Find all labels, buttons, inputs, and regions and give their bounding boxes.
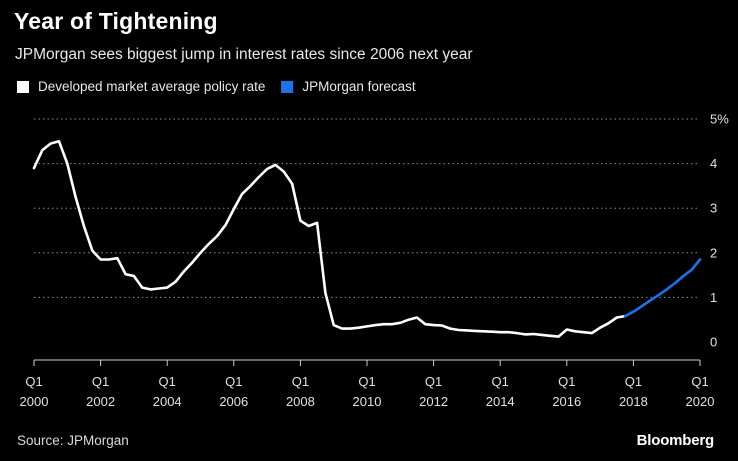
legend-label-forecast: JPMorgan forecast [302, 79, 416, 94]
series-lines [32, 140, 702, 338]
gridlines [34, 118, 700, 298]
x-tick-year-2018: 2018 [619, 394, 648, 409]
chart-title: Year of Tightening [14, 8, 218, 34]
x-tick-year-2004: 2004 [153, 394, 182, 409]
y-tick-label-0: 0 [710, 335, 717, 350]
x-tick-year-2006: 2006 [219, 394, 248, 409]
x-tick-quarter-2012: Q1 [425, 374, 442, 389]
y-tick-label-2: 2 [710, 245, 717, 260]
x-tick-quarter-2020: Q1 [691, 374, 708, 389]
x-tick-quarter-2010: Q1 [358, 374, 375, 389]
x-tick-year-2012: 2012 [419, 394, 448, 409]
legend-item-forecast: JPMorgan forecast [281, 79, 416, 94]
legend-item-actual: Developed market average policy rate [17, 79, 265, 94]
x-tick-year-2010: 2010 [353, 394, 382, 409]
x-tick-quarter-2006: Q1 [225, 374, 242, 389]
x-tick-year-2008: 2008 [286, 394, 315, 409]
legend: Developed market average policy rate JPM… [17, 79, 432, 94]
x-tick-quarter-2014: Q1 [492, 374, 509, 389]
x-tick-year-2000: 2000 [20, 394, 49, 409]
y-tick-label-5: 5% [710, 112, 729, 127]
y-axis-ticks: 0 1 2 3 4 5% [710, 112, 729, 350]
x-tick-quarter-2018: Q1 [625, 374, 642, 389]
x-tick-year-2002: 2002 [86, 394, 115, 409]
x-tick-quarter-2000: Q1 [25, 374, 42, 389]
x-axis-ticks: Q1 2000 Q1 2002 Q1 2004 Q1 2006 Q1 2008 Q1 2010 Q1 20… [20, 360, 715, 409]
source-note: Source: JPMorgan [17, 433, 129, 448]
x-tick-year-2014: 2014 [486, 394, 515, 409]
bloomberg-logo: Bloomberg [636, 432, 715, 449]
x-tick-quarter-2002: Q1 [92, 374, 109, 389]
x-tick-quarter-2016: Q1 [558, 374, 575, 389]
x-tick-quarter-2004: Q1 [159, 374, 176, 389]
series-line-policy-rate [32, 140, 627, 338]
y-tick-label-4: 4 [710, 156, 717, 171]
x-tick-year-2016: 2016 [552, 394, 581, 409]
legend-label-actual: Developed market average policy rate [38, 79, 266, 94]
x-tick-year-2020: 2020 [686, 394, 715, 409]
x-tick-quarter-2008: Q1 [292, 374, 309, 389]
legend-swatch-forecast [281, 80, 294, 93]
chart-subtitle: JPMorgan sees biggest jump in interest r… [15, 46, 473, 63]
legend-swatch-actual [17, 80, 29, 93]
y-tick-label-1: 1 [710, 290, 717, 305]
y-tick-label-3: 3 [710, 201, 717, 216]
series-line-forecast [623, 258, 702, 318]
